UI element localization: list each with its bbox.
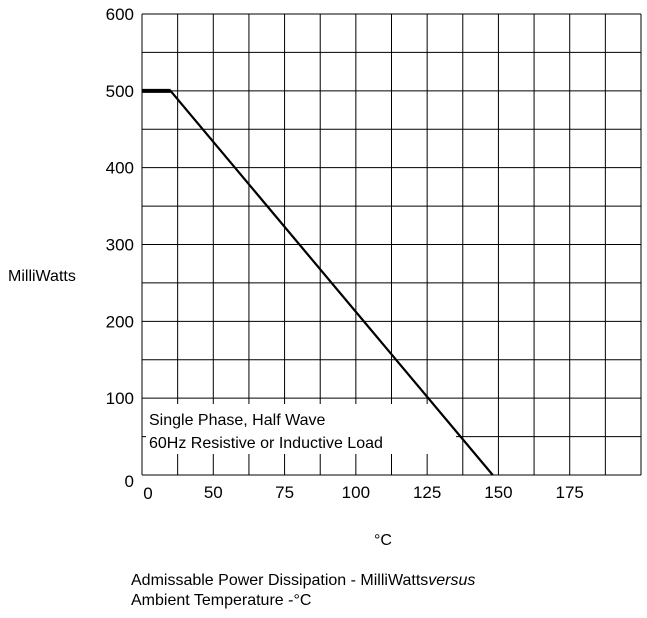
chart-annotation: Single Phase, Half Wave 60Hz Resistive o…	[146, 404, 456, 454]
x-tick-labels: 0 50 75 100 125 150 175	[143, 483, 584, 503]
annotation-background	[146, 404, 456, 454]
annotation-line-2: 60Hz Resistive or Inductive Load	[149, 435, 383, 452]
x-tick-label: 0	[143, 484, 152, 503]
y-tick-label: 500	[106, 82, 134, 101]
chart-caption: Admissable Power Dissipation - MilliWatt…	[131, 571, 641, 611]
series-layer	[142, 88, 494, 476]
x-tick-label: 150	[484, 483, 512, 502]
y-tick-label: 0	[125, 472, 134, 491]
y-tick-label: 100	[106, 389, 134, 408]
y-tick-label: 200	[106, 312, 134, 331]
caption-line-1: Admissable Power Dissipation - MilliWatt…	[131, 571, 641, 591]
grid	[141, 13, 642, 476]
caption-line-1-main: Admissable Power Dissipation - MilliWatt…	[131, 572, 429, 589]
x-tick-label: 50	[204, 483, 223, 502]
x-tick-label: 175	[556, 483, 584, 502]
y-tick-label: 400	[106, 159, 134, 178]
y-tick-labels: 0 100 200 300 400 500 600	[106, 5, 134, 491]
annotation-line-1: Single Phase, Half Wave	[149, 412, 325, 429]
x-tick-label: 100	[342, 483, 370, 502]
caption-line-1-italic: versus	[428, 572, 476, 589]
y-axis-label: MilliWatts	[8, 268, 76, 285]
y-tick-label: 600	[106, 5, 134, 24]
y-tick-label: 300	[106, 236, 134, 255]
x-axis-label: °C	[374, 532, 392, 549]
x-tick-label: 75	[275, 483, 294, 502]
x-tick-label: 125	[413, 483, 441, 502]
caption-line-2: Ambient Temperature -°C	[131, 592, 312, 609]
